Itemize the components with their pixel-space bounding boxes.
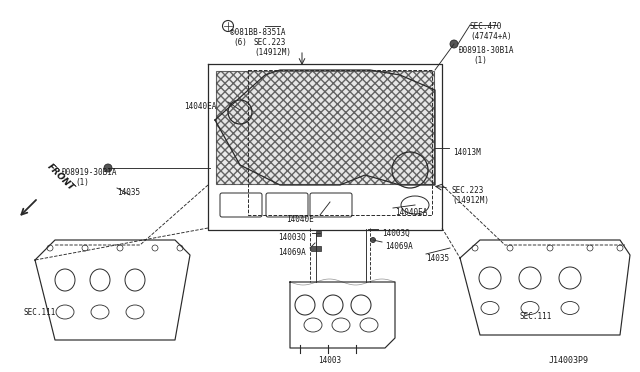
Circle shape <box>450 40 458 48</box>
Text: 14035: 14035 <box>426 254 449 263</box>
Text: SEC.223: SEC.223 <box>254 38 286 47</box>
Bar <box>216 71 434 184</box>
Text: 14040EA: 14040EA <box>395 208 428 217</box>
Polygon shape <box>215 70 435 185</box>
Text: (47474+A): (47474+A) <box>470 32 511 41</box>
Text: 14040EA: 14040EA <box>184 102 216 111</box>
Text: 14003: 14003 <box>318 356 341 365</box>
Text: Ð08918-30B1A: Ð08918-30B1A <box>459 46 515 55</box>
Text: Ð08919-30B1A: Ð08919-30B1A <box>62 168 118 177</box>
Bar <box>310 246 316 250</box>
Text: SEC.111: SEC.111 <box>24 308 56 317</box>
Text: 14040E: 14040E <box>286 215 314 224</box>
Text: (6): (6) <box>233 38 247 47</box>
Text: 14035: 14035 <box>117 188 140 197</box>
Text: SEC.223: SEC.223 <box>452 186 484 195</box>
Text: ®081BB-8351A: ®081BB-8351A <box>230 28 285 37</box>
Text: (1): (1) <box>75 178 89 187</box>
Text: SEC.111: SEC.111 <box>519 312 552 321</box>
Text: (1): (1) <box>473 56 487 65</box>
Text: J14003P9: J14003P9 <box>549 356 589 365</box>
Text: 14003Q: 14003Q <box>278 233 306 242</box>
Bar <box>316 246 321 250</box>
Text: 14013M: 14013M <box>453 148 481 157</box>
Circle shape <box>104 164 112 172</box>
Text: (14912M): (14912M) <box>452 196 489 205</box>
Text: 14003Q: 14003Q <box>382 229 410 238</box>
Bar <box>316 231 321 235</box>
Text: FRONT: FRONT <box>45 163 76 193</box>
Text: 14069A: 14069A <box>278 248 306 257</box>
Text: 14069A: 14069A <box>385 242 413 251</box>
Circle shape <box>371 237 376 243</box>
Text: SEC.470: SEC.470 <box>470 22 502 31</box>
Text: (14912M): (14912M) <box>254 48 291 57</box>
